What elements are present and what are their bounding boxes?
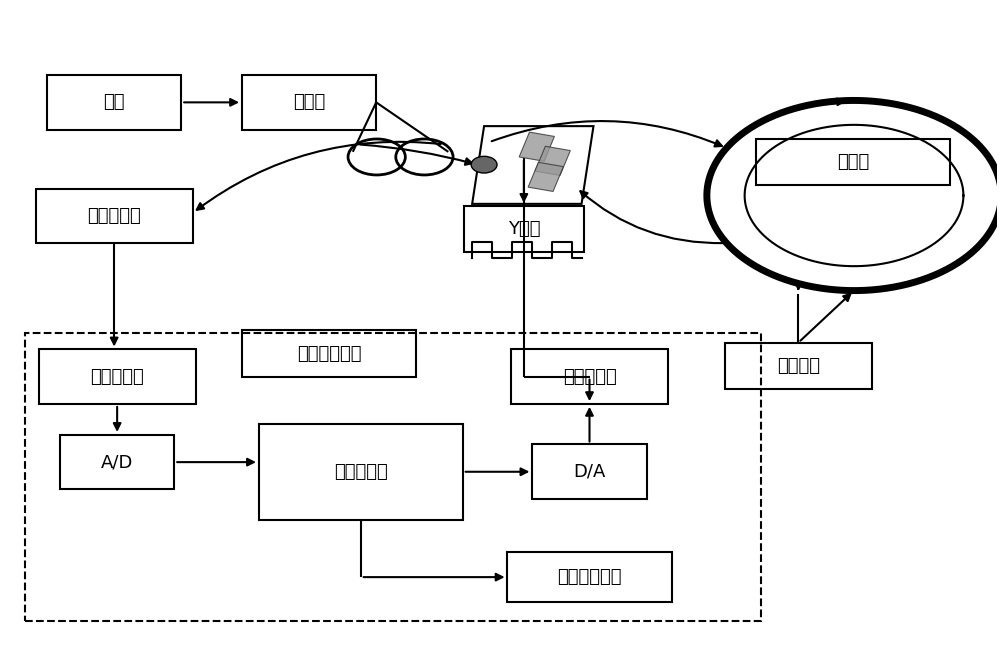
Bar	[242, 330, 416, 376]
Bar	[507, 552, 672, 602]
Bar	[259, 424, 463, 520]
Circle shape	[471, 156, 497, 173]
Text: Y波导: Y波导	[508, 220, 540, 238]
Bar	[519, 132, 554, 161]
Bar	[532, 445, 647, 499]
Text: 外界转速: 外界转速	[777, 357, 820, 375]
Bar	[60, 435, 174, 489]
Text: 陀螺数据输出: 陀螺数据输出	[557, 568, 622, 586]
Text: 后置放大器: 后置放大器	[563, 367, 616, 386]
Text: 中心处理器: 中心处理器	[334, 463, 388, 481]
Text: A/D: A/D	[101, 453, 133, 471]
Bar	[511, 349, 668, 404]
Bar	[756, 139, 950, 185]
Bar	[535, 146, 570, 176]
Text: 光纤环: 光纤环	[837, 153, 869, 171]
Bar	[725, 343, 872, 389]
Text: 光电探测器: 光电探测器	[87, 207, 141, 225]
Bar	[47, 75, 181, 130]
Text: 数字处理电路: 数字处理电路	[297, 345, 361, 362]
Bar	[242, 75, 376, 130]
Text: 光源: 光源	[103, 93, 125, 111]
Text: 前置放大器: 前置放大器	[90, 367, 144, 386]
Bar	[39, 349, 196, 404]
Bar	[528, 162, 563, 191]
Text: D/A: D/A	[573, 463, 606, 481]
Bar	[25, 333, 761, 621]
Text: 耦合器: 耦合器	[293, 93, 325, 111]
Bar	[36, 189, 193, 244]
Bar	[464, 206, 584, 252]
